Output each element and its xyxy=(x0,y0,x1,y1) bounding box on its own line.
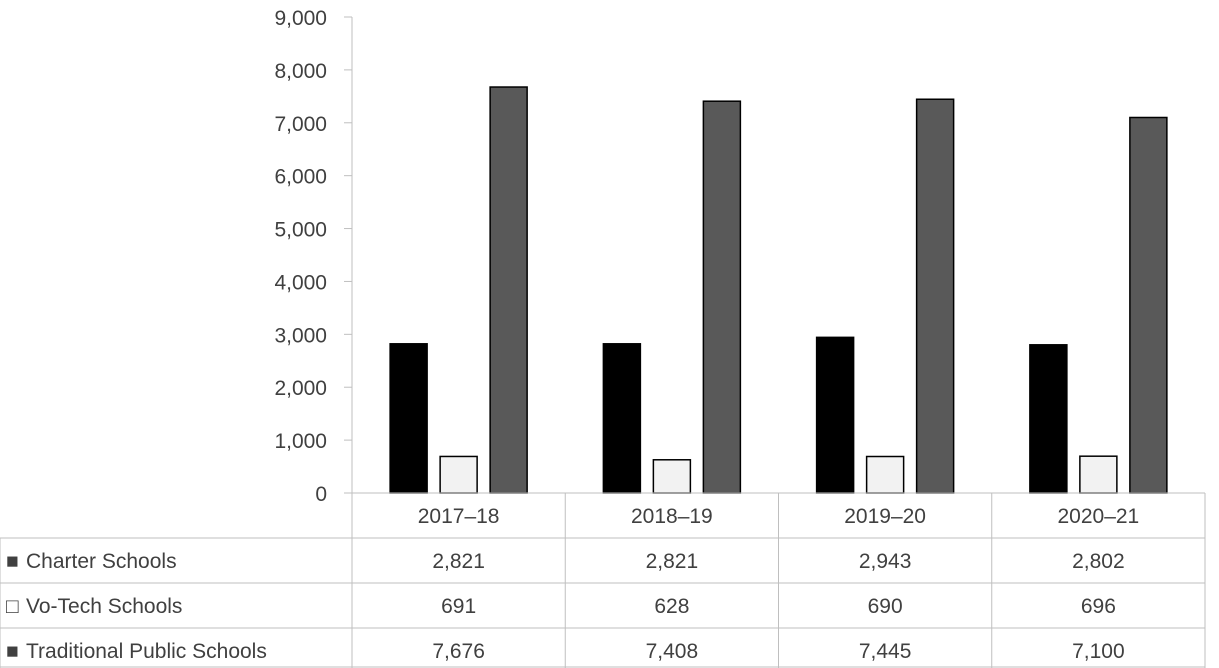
bar xyxy=(702,100,742,494)
y-tick-label: 6,000 xyxy=(274,166,327,189)
legend-label: Vo-Tech Schools xyxy=(26,595,182,618)
y-tick-label: 8,000 xyxy=(274,60,327,83)
y-tick-label: 1,000 xyxy=(274,430,327,453)
data-table-value: 2,943 xyxy=(859,550,912,573)
bar xyxy=(915,98,955,494)
data-table-value: 2,821 xyxy=(432,550,485,573)
bar xyxy=(1029,344,1068,494)
y-tick-label: 3,000 xyxy=(274,324,327,347)
bar xyxy=(815,336,855,494)
data-table-value: 7,408 xyxy=(646,640,699,663)
x-tick-label: 2020–21 xyxy=(1057,505,1139,528)
x-tick-label: 2017–18 xyxy=(418,505,500,528)
data-table-value: 691 xyxy=(441,595,476,618)
bar xyxy=(652,459,692,494)
bar xyxy=(389,343,428,494)
data-table-value: 2,821 xyxy=(646,550,699,573)
legend-key: ■ xyxy=(6,550,19,573)
data-table-value: 690 xyxy=(868,595,903,618)
y-tick-label: 7,000 xyxy=(274,113,327,136)
bar xyxy=(602,343,642,494)
bar xyxy=(865,455,905,494)
data-table-value: 7,676 xyxy=(432,640,485,663)
bar xyxy=(1129,116,1168,494)
legend-key: ■ xyxy=(6,640,19,663)
bar xyxy=(1079,455,1118,494)
data-table-value: 696 xyxy=(1081,595,1116,618)
y-tick-label: 4,000 xyxy=(274,271,327,294)
bar xyxy=(439,455,478,494)
data-table-value: 7,100 xyxy=(1072,640,1125,663)
x-tick-label: 2018–19 xyxy=(631,505,713,528)
legend-label: Traditional Public Schools xyxy=(26,640,267,663)
data-table-value: 628 xyxy=(654,595,689,618)
y-tick-label: 2,000 xyxy=(274,377,327,400)
bar xyxy=(489,86,528,494)
data-table-value: 2,802 xyxy=(1072,550,1125,573)
x-tick-label: 2019–20 xyxy=(844,505,926,528)
y-tick-label: 0 xyxy=(315,483,327,506)
data-table-value: 7,445 xyxy=(859,640,912,663)
legend-label: Charter Schools xyxy=(26,550,177,573)
legend-key: □ xyxy=(6,595,19,618)
y-tick-label: 5,000 xyxy=(274,219,327,242)
y-tick-label: 9,000 xyxy=(274,7,327,30)
